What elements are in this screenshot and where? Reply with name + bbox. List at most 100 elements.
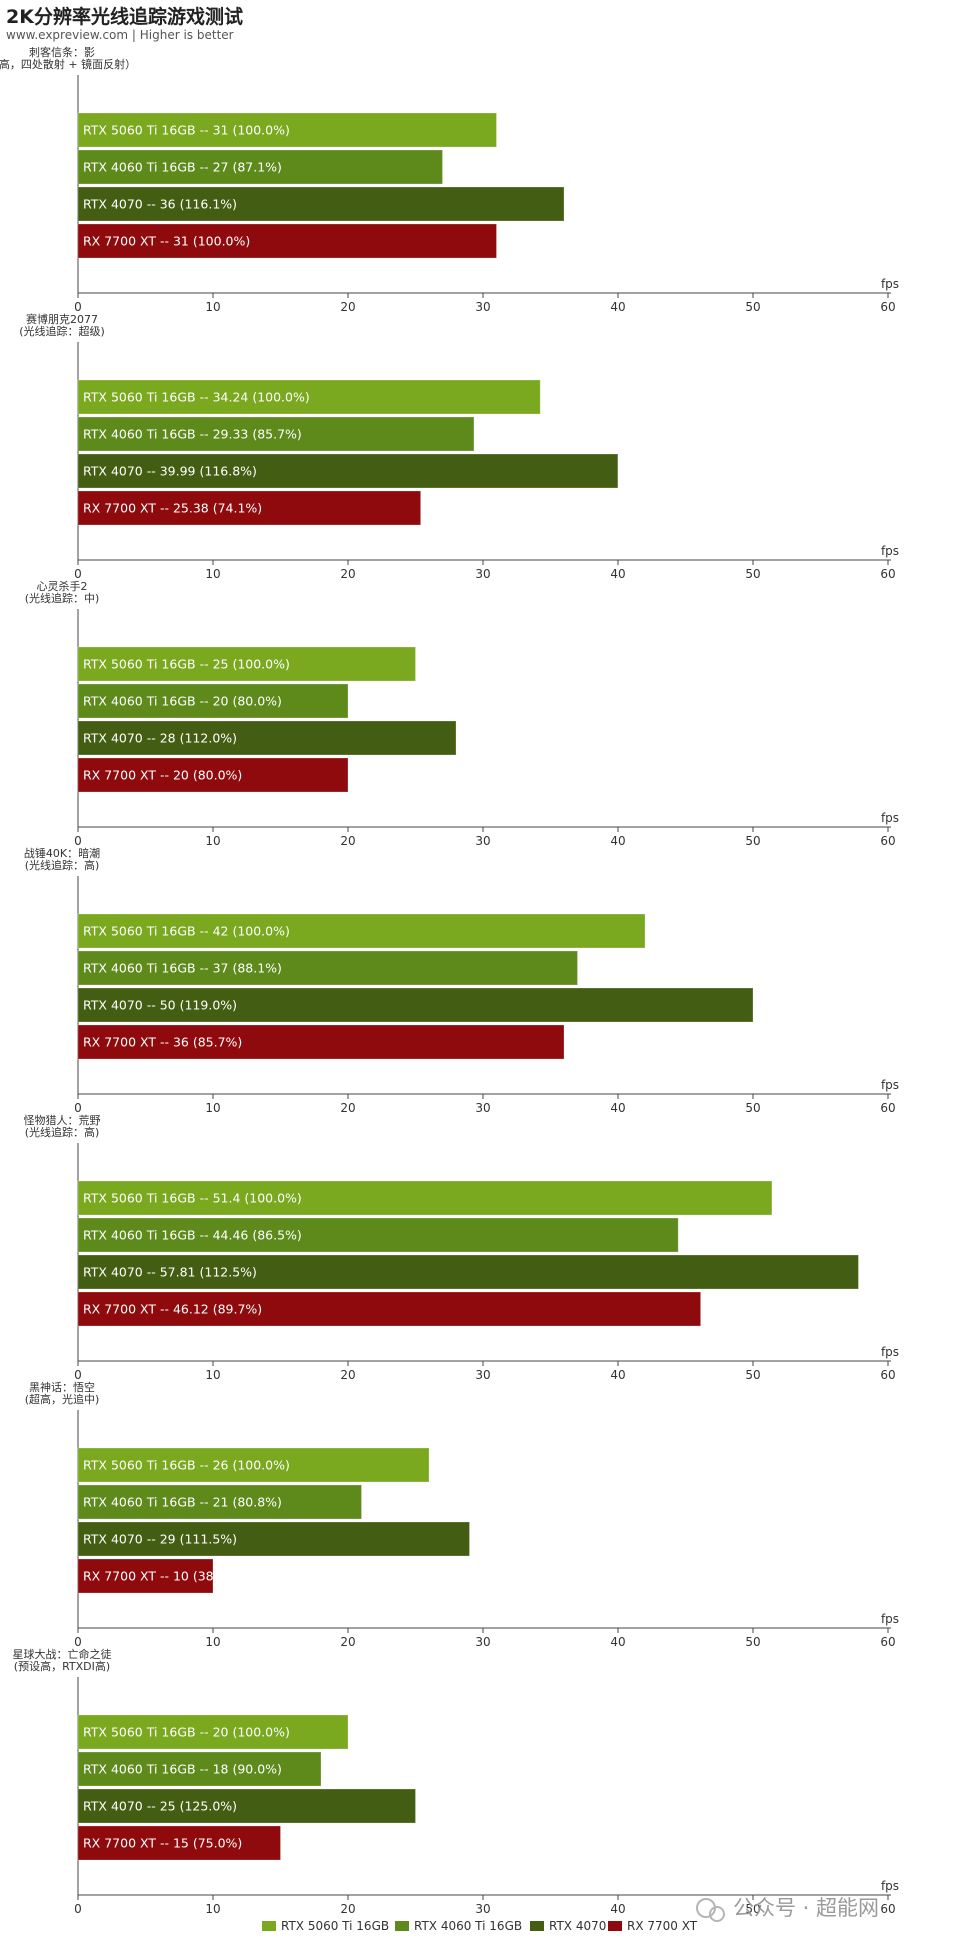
- x-tick-label: 50: [745, 1635, 760, 1649]
- panel-title-line: (超高，光追中): [25, 1392, 100, 1406]
- legend: RTX 5060 Ti 16GB RTX 4060 Ti 16GB RTX 4070…: [262, 1919, 698, 1933]
- bar: [77, 1714, 349, 1750]
- legend-label: RTX 5060 Ti 16GB: [281, 1919, 389, 1933]
- bar-label: RTX 5060 Ti 16GB -- 34.24 (100.0%): [83, 390, 310, 405]
- x-tick-label: 20: [340, 1902, 355, 1916]
- x-tick-label: 50: [745, 1902, 760, 1916]
- bar-label: RTX 4060 Ti 16GB -- 37 (88.1%): [83, 961, 282, 976]
- x-tick-label: 40: [610, 567, 625, 581]
- bar-label: RTX 4070 -- 36 (116.1%): [83, 197, 237, 212]
- panel-3: 心灵杀手2(光线追踪：中) RTX 5060 Ti 16GB -- 25 (100…: [25, 579, 899, 848]
- legend-label: RX 7700 XT: [627, 1919, 698, 1933]
- bar: [77, 913, 646, 949]
- x-tick-label: 10: [205, 1101, 220, 1115]
- bar-label: RTX 4060 Ti 16GB -- 29.33 (85.7%): [83, 427, 302, 442]
- x-tick-label: 40: [610, 1635, 625, 1649]
- bar-label: RX 7700 XT -- 20 (80.0%): [83, 768, 242, 783]
- legend-swatch: [395, 1921, 409, 1931]
- legend-label: RTX 4060 Ti 16GB: [414, 1919, 522, 1933]
- x-tick-label: 40: [610, 1368, 625, 1382]
- bar-label: RTX 5060 Ti 16GB -- 51.4 (100.0%): [83, 1191, 302, 1206]
- bar-label: RTX 5060 Ti 16GB -- 25 (100.0%): [83, 657, 290, 672]
- bar-label: RTX 4060 Ti 16GB -- 44.46 (86.5%): [83, 1228, 302, 1243]
- bar: [77, 186, 565, 222]
- bar-label: RX 7700 XT -- 31 (100.0%): [83, 234, 250, 249]
- bar: [77, 1751, 322, 1787]
- bar: [77, 757, 349, 793]
- bar-label: RTX 4070 -- 39.99 (116.8%): [83, 464, 257, 479]
- bar-label: RX 7700 XT -- 15 (75.0%): [83, 1836, 242, 1851]
- bar: [77, 720, 457, 756]
- x-tick-label: 20: [340, 834, 355, 848]
- bar-label: RTX 5060 Ti 16GB -- 42 (100.0%): [83, 924, 290, 939]
- x-tick-label: 60: [880, 1902, 895, 1916]
- x-tick-label: 60: [880, 1101, 895, 1115]
- x-axis-unit: fps: [881, 1078, 899, 1092]
- x-tick-label: 10: [205, 567, 220, 581]
- bar: [77, 683, 349, 719]
- x-tick-label: 0: [74, 834, 82, 848]
- x-tick-label: 30: [475, 1635, 490, 1649]
- bar: [77, 950, 578, 986]
- x-tick-label: 20: [340, 567, 355, 581]
- x-tick-label: 30: [475, 1101, 490, 1115]
- bar: [77, 1180, 773, 1216]
- watermark: 公众号 · 超能网: [696, 1896, 879, 1922]
- panel-4: 战锤40K：暗潮(光线追踪：高) RTX 5060 Ti 16GB -- 42 (…: [24, 846, 899, 1115]
- x-tick-label: 10: [205, 1902, 220, 1916]
- x-axis-unit: fps: [881, 277, 899, 291]
- bar-label: RTX 5060 Ti 16GB -- 31 (100.0%): [83, 123, 290, 138]
- bar: [77, 1788, 416, 1824]
- x-tick-label: 30: [475, 1368, 490, 1382]
- bar-label: RTX 4060 Ti 16GB -- 21 (80.8%): [83, 1495, 282, 1510]
- panel-title-line: 星球大战：亡命之徒: [13, 1647, 112, 1661]
- panel-title-line: 心灵杀手2: [37, 579, 88, 593]
- x-tick-label: 20: [340, 300, 355, 314]
- x-tick-label: 10: [205, 834, 220, 848]
- x-tick-label: 10: [205, 300, 220, 314]
- bar: [77, 1291, 702, 1327]
- x-tick-label: 0: [74, 1635, 82, 1649]
- panel-6: 黑神话：悟空(超高，光追中) RTX 5060 Ti 16GB -- 26 (10…: [25, 1380, 899, 1649]
- legend-item: RX 7700 XT: [608, 1919, 698, 1933]
- bar: [77, 1024, 565, 1060]
- legend-swatch: [262, 1921, 276, 1931]
- watermark-text: 公众号 · 超能网: [733, 1896, 879, 1920]
- panel-title-line: 极高，四处散射 + 镜面反射）: [0, 57, 136, 71]
- x-tick-label: 60: [880, 1368, 895, 1382]
- bar: [77, 1521, 470, 1557]
- x-tick-label: 0: [74, 300, 82, 314]
- x-tick-label: 60: [880, 300, 895, 314]
- bar: [77, 987, 754, 1023]
- wechat-icon-bubble: [709, 1906, 725, 1922]
- panel-title-line: 怪物猎人：荒野: [24, 1113, 101, 1127]
- bar-label: RTX 4070 -- 57.81 (112.5%): [83, 1265, 257, 1280]
- legend-label: RTX 4070: [549, 1919, 606, 1933]
- bar-label: RTX 4070 -- 28 (112.0%): [83, 731, 237, 746]
- x-tick-label: 10: [205, 1635, 220, 1649]
- panel-title-line: 刺客信条：影: [29, 45, 95, 59]
- x-tick-label: 40: [610, 834, 625, 848]
- bar: [77, 490, 422, 526]
- bar-label: RTX 4070 -- 50 (119.0%): [83, 998, 237, 1013]
- panel-title-line: (光线追踪：超级): [19, 324, 105, 338]
- panel-title-line: (光线追踪：中): [25, 591, 100, 605]
- x-axis-unit: fps: [881, 1612, 899, 1626]
- x-tick-label: 40: [610, 300, 625, 314]
- bar: [77, 416, 475, 452]
- legend-swatch: [608, 1921, 622, 1931]
- bar: [77, 1825, 281, 1861]
- chart-title: 2K分辨率光线追踪游戏测试: [6, 6, 243, 28]
- bar: [77, 1484, 362, 1520]
- x-tick-label: 30: [475, 834, 490, 848]
- x-tick-label: 20: [340, 1101, 355, 1115]
- x-tick-label: 40: [610, 1902, 625, 1916]
- x-tick-label: 50: [745, 1101, 760, 1115]
- bar: [77, 646, 416, 682]
- panel-5: 怪物猎人：荒野(光线追踪：高) RTX 5060 Ti 16GB -- 51.4 …: [24, 1113, 900, 1382]
- x-tick-label: 60: [880, 834, 895, 848]
- bar: [77, 1217, 679, 1253]
- legend-item: RTX 4070: [530, 1919, 606, 1933]
- bar-label: RTX 4060 Ti 16GB -- 27 (87.1%): [83, 160, 282, 175]
- x-tick-label: 20: [340, 1368, 355, 1382]
